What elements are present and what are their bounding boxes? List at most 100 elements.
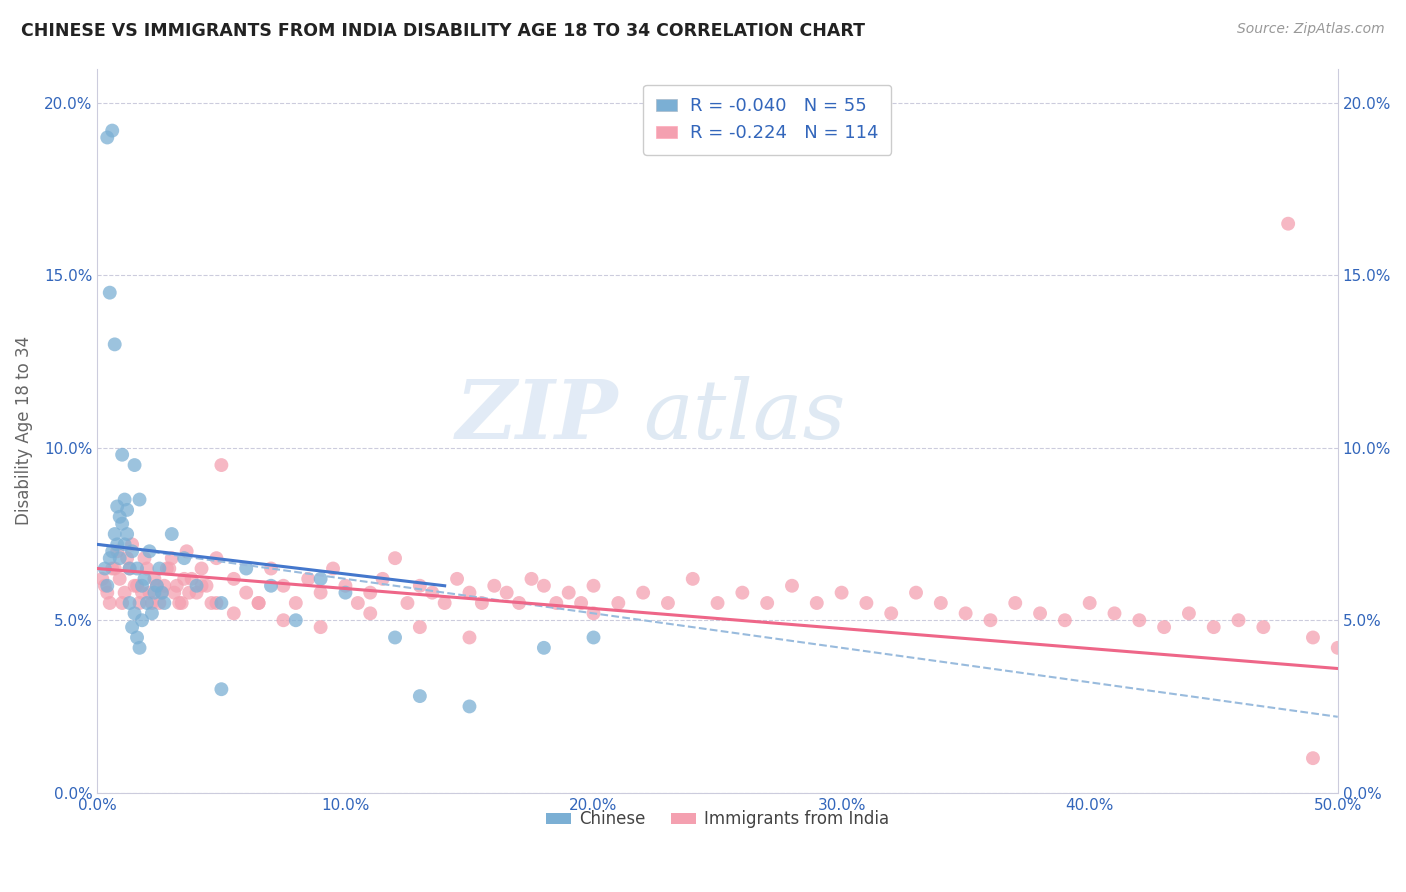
Point: [163, 585, 186, 599]
Point: [136, 561, 159, 575]
Point: [607, 596, 630, 610]
Point: [128, 640, 150, 655]
Point: [247, 596, 270, 610]
Point: [209, 596, 232, 610]
Point: [222, 572, 245, 586]
Point: [125, 561, 148, 575]
Point: [108, 551, 131, 566]
Point: [118, 561, 141, 575]
Text: ZIP: ZIP: [456, 376, 619, 456]
Point: [115, 527, 138, 541]
Point: [471, 596, 494, 610]
Point: [1178, 607, 1201, 621]
Point: [124, 579, 146, 593]
Legend: Chinese, Immigrants from India: Chinese, Immigrants from India: [540, 804, 896, 835]
Point: [190, 579, 212, 593]
Point: [1053, 613, 1076, 627]
Point: [582, 579, 605, 593]
Point: [128, 492, 150, 507]
Point: [209, 682, 232, 697]
Point: [905, 585, 928, 599]
Point: [138, 585, 160, 599]
Point: [446, 572, 468, 586]
Point: [682, 572, 704, 586]
Point: [170, 596, 193, 610]
Point: [143, 585, 166, 599]
Point: [484, 579, 506, 593]
Point: [855, 596, 877, 610]
Point: [1302, 631, 1324, 645]
Point: [780, 579, 803, 593]
Point: [1227, 613, 1250, 627]
Point: [1202, 620, 1225, 634]
Point: [458, 585, 481, 599]
Point: [136, 596, 159, 610]
Point: [831, 585, 853, 599]
Point: [98, 596, 121, 610]
Point: [111, 596, 134, 610]
Point: [582, 607, 605, 621]
Point: [546, 596, 568, 610]
Point: [1277, 217, 1299, 231]
Point: [409, 579, 432, 593]
Point: [108, 572, 131, 586]
Text: Source: ZipAtlas.com: Source: ZipAtlas.com: [1237, 22, 1385, 37]
Point: [128, 596, 150, 610]
Point: [297, 572, 319, 586]
Point: [146, 579, 169, 593]
Point: [433, 596, 456, 610]
Point: [1302, 751, 1324, 765]
Point: [141, 596, 163, 610]
Point: [96, 130, 118, 145]
Point: [150, 585, 173, 599]
Point: [124, 607, 146, 621]
Point: [108, 509, 131, 524]
Point: [186, 585, 208, 599]
Point: [657, 596, 679, 610]
Point: [1153, 620, 1175, 634]
Point: [979, 613, 1001, 627]
Point: [134, 551, 156, 566]
Point: [121, 544, 143, 558]
Point: [179, 585, 201, 599]
Point: [118, 561, 141, 575]
Point: [260, 579, 283, 593]
Point: [98, 551, 121, 566]
Point: [273, 579, 295, 593]
Point: [118, 596, 141, 610]
Point: [1128, 613, 1150, 627]
Point: [955, 607, 977, 621]
Point: [105, 500, 128, 514]
Point: [384, 551, 406, 566]
Point: [94, 561, 117, 575]
Point: [166, 579, 188, 593]
Point: [929, 596, 952, 610]
Point: [150, 585, 173, 599]
Text: atlas: atlas: [643, 376, 845, 456]
Point: [409, 620, 432, 634]
Point: [105, 544, 128, 558]
Point: [569, 596, 592, 610]
Point: [508, 596, 530, 610]
Point: [247, 596, 270, 610]
Y-axis label: Disability Age 18 to 34: Disability Age 18 to 34: [15, 336, 32, 525]
Point: [533, 640, 555, 655]
Point: [371, 572, 394, 586]
Point: [533, 579, 555, 593]
Point: [153, 579, 176, 593]
Point: [104, 527, 127, 541]
Point: [384, 631, 406, 645]
Point: [121, 620, 143, 634]
Point: [359, 607, 381, 621]
Point: [153, 596, 176, 610]
Point: [186, 579, 208, 593]
Point: [409, 689, 432, 703]
Point: [235, 561, 257, 575]
Point: [205, 551, 228, 566]
Point: [114, 585, 136, 599]
Point: [94, 579, 117, 593]
Point: [115, 551, 138, 566]
Point: [706, 596, 728, 610]
Point: [138, 544, 160, 558]
Point: [131, 613, 153, 627]
